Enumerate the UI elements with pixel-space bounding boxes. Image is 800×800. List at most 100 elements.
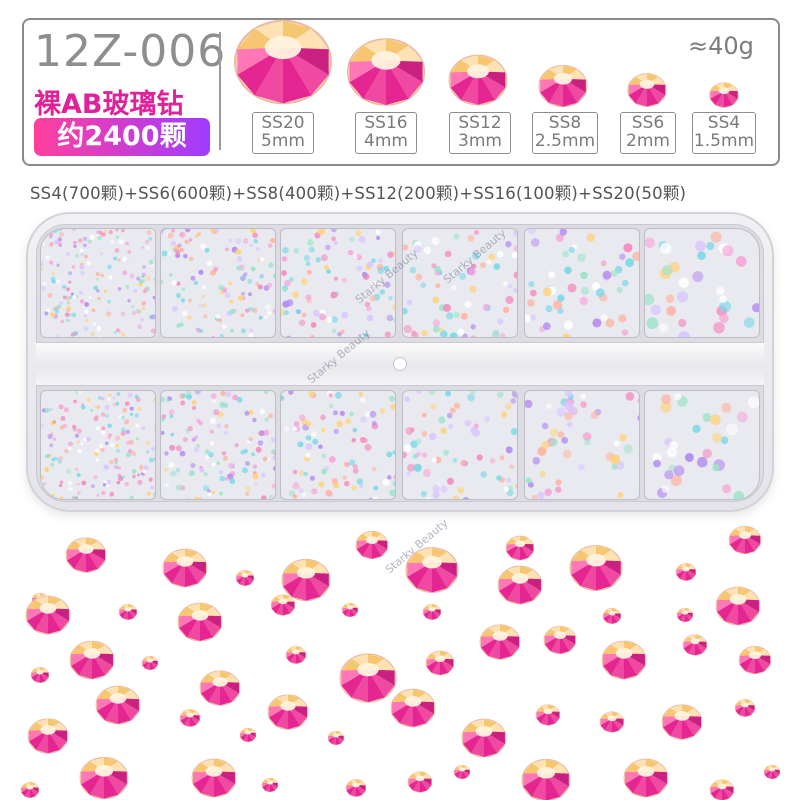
- count-badge: 约2400颗: [34, 118, 210, 156]
- tray-compartment: [40, 228, 156, 338]
- size-mm-text: 2.5mm: [534, 131, 596, 151]
- size-ss-text: SS12: [458, 113, 502, 133]
- ab-rhinestone-icon: [162, 548, 208, 588]
- ab-rhinestone-icon: [79, 756, 129, 800]
- tray-compartment: [402, 228, 518, 338]
- ab-rhinestone-icon: [661, 704, 703, 740]
- size-mm-text: 3mm: [458, 131, 502, 151]
- ab-rhinestone-icon: [355, 530, 389, 560]
- size-label-ss4: SS4 1.5mm: [692, 112, 756, 154]
- ab-rhinestone-icon: [734, 699, 756, 717]
- tray-compartment: [644, 228, 760, 338]
- size-label-ss20: SS20 5mm: [252, 112, 314, 154]
- tray-compartment: [524, 390, 640, 500]
- ab-rhinestone-icon: [25, 595, 71, 635]
- size-ss-text: SS16: [364, 113, 408, 133]
- size-label-ss16: SS16 4mm: [355, 112, 417, 154]
- size-ss-text: SS6: [631, 113, 665, 133]
- ab-rhinestone-icon: [521, 758, 571, 800]
- ab-rhinestone-icon: [261, 777, 279, 793]
- ab-rhinestone-icon: [234, 19, 332, 105]
- ab-rhinestone-icon: [623, 758, 669, 798]
- size-ss-text: SS8: [548, 113, 582, 133]
- ab-rhinestone-icon: [285, 646, 307, 664]
- ab-rhinestone-icon: [390, 688, 436, 728]
- ab-rhinestone-icon: [118, 604, 138, 620]
- ab-rhinestone-icon: [27, 718, 69, 754]
- ab-rhinestone-icon: [177, 602, 223, 642]
- ab-rhinestone-icon: [235, 570, 255, 586]
- ab-rhinestone-icon: [425, 650, 455, 676]
- ab-rhinestone-icon: [682, 634, 708, 656]
- product-code: 12Z-006: [34, 26, 227, 77]
- tray-compartment: [160, 390, 276, 500]
- product-name: 裸AB玻璃钻: [34, 89, 184, 120]
- ab-rhinestone-icon: [461, 718, 507, 758]
- ab-rhinestone-icon: [281, 558, 331, 602]
- ab-rhinestone-icon: [709, 82, 739, 108]
- ab-rhinestone-icon: [339, 653, 397, 703]
- ab-rhinestone-icon: [535, 704, 561, 726]
- size-label-ss8: SS8 2.5mm: [532, 112, 598, 154]
- ab-rhinestone-icon: [141, 655, 159, 671]
- quantity-breakdown: SS4(700颗)+SS6(600颗)+SS8(400颗)+SS12(200颗)…: [30, 184, 687, 203]
- ab-rhinestone-icon: [448, 54, 508, 106]
- ab-rhinestone-icon: [20, 782, 40, 798]
- tray-compartment: [644, 390, 760, 500]
- ab-rhinestone-icon: [627, 73, 667, 107]
- ab-rhinestone-icon: [345, 779, 367, 797]
- size-mm-text: 4mm: [364, 131, 408, 151]
- ab-rhinestone-icon: [675, 563, 697, 581]
- ab-rhinestone-icon: [191, 758, 237, 798]
- weight-label: ≈40g: [688, 32, 754, 60]
- ab-rhinestone-icon: [341, 602, 359, 618]
- ab-rhinestone-icon: [497, 565, 543, 605]
- tray-compartment: [402, 390, 518, 500]
- ab-rhinestone-icon: [407, 771, 433, 793]
- ab-rhinestone-icon: [543, 625, 577, 655]
- ab-rhinestone-icon: [327, 730, 345, 746]
- header-divider: [219, 32, 221, 150]
- ab-rhinestone-icon: [95, 685, 141, 725]
- ab-rhinestone-icon: [479, 624, 521, 660]
- ab-rhinestone-icon: [715, 586, 761, 626]
- ab-rhinestone-icon: [270, 594, 296, 616]
- tray-compartment: [280, 390, 396, 500]
- ab-rhinestone-icon: [569, 545, 623, 591]
- ab-rhinestone-icon: [179, 709, 201, 727]
- ab-rhinestone-icon: [65, 537, 107, 573]
- ab-rhinestone-icon: [69, 640, 115, 680]
- size-mm-text: 1.5mm: [693, 131, 755, 151]
- ab-rhinestone-icon: [422, 604, 442, 620]
- ab-rhinestone-icon: [709, 779, 735, 800]
- ab-rhinestone-icon: [453, 764, 471, 780]
- size-label-ss12: SS12 3mm: [449, 112, 511, 154]
- ab-rhinestone-icon: [728, 525, 762, 555]
- size-ss-text: SS20: [261, 113, 305, 133]
- ab-rhinestone-icon: [763, 764, 781, 780]
- ab-rhinestone-icon: [599, 711, 625, 733]
- ab-rhinestone-icon: [405, 547, 459, 593]
- ab-rhinestone-icon: [267, 694, 309, 730]
- ab-rhinestone-icon: [738, 645, 772, 675]
- size-mm-text: 5mm: [261, 131, 305, 151]
- tray-compartment: [40, 390, 156, 500]
- size-mm-text: 2mm: [626, 131, 670, 151]
- size-label-ss6: SS6 2mm: [620, 112, 676, 154]
- tray-compartment: [280, 228, 396, 338]
- ab-rhinestone-icon: [30, 667, 50, 683]
- tray-compartment: [160, 228, 276, 338]
- tray-hinge: [393, 357, 407, 371]
- size-sample-gems: [234, 19, 739, 108]
- ab-rhinestone-icon: [505, 535, 535, 561]
- size-ss-text: SS4: [707, 113, 741, 133]
- ab-rhinestone-icon: [538, 64, 588, 108]
- ab-rhinestone-icon: [239, 727, 257, 743]
- ab-rhinestone-icon: [601, 640, 647, 680]
- ab-rhinestone-icon: [199, 670, 241, 706]
- ab-rhinestone-icon: [346, 38, 426, 106]
- count-label: 约2400颗: [57, 121, 187, 152]
- tray-compartment: [524, 228, 640, 338]
- ab-rhinestone-icon: [602, 608, 622, 624]
